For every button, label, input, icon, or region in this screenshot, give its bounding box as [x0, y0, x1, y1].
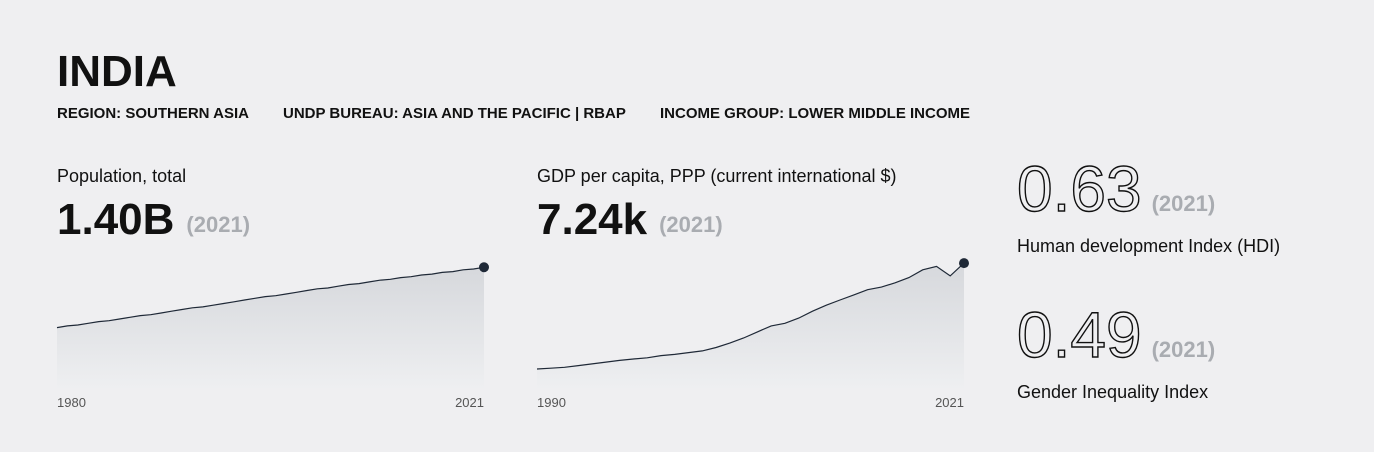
headline-year: (2021) [659, 212, 723, 237]
index-value: 0.49 [1017, 299, 1142, 371]
bureau: UNDP BUREAU: ASIA AND THE PACIFIC | RBAP [283, 105, 626, 122]
headline-year: (2021) [186, 212, 250, 237]
area-fill [57, 267, 484, 388]
index-label: Human development Index (HDI) [1017, 236, 1280, 256]
country-title: INDIA [57, 47, 177, 96]
headline-value: 1.40B [57, 195, 174, 244]
x-tick-label: 2021 [935, 395, 964, 410]
index-value: 0.63 [1017, 153, 1142, 225]
area-fill [537, 263, 964, 388]
chart-title: GDP per capita, PPP (current internation… [537, 166, 897, 186]
index-year: (2021) [1152, 191, 1216, 216]
x-tick-label: 1980 [57, 395, 86, 410]
line [536, 262, 965, 370]
income-group: INCOME GROUP: LOWER MIDDLE INCOME [660, 105, 970, 122]
end-point [959, 258, 969, 269]
x-tick-label: 2021 [455, 395, 484, 410]
index-year: (2021) [1152, 337, 1216, 362]
chart-title: Population, total [57, 166, 186, 186]
index-label: Gender Inequality Index [1017, 382, 1208, 402]
region: REGION: SOUTHERN ASIA [57, 105, 249, 122]
end-point [479, 262, 489, 273]
x-tick-label: 1990 [537, 395, 566, 410]
headline-value: 7.24k [537, 195, 648, 244]
line [56, 266, 485, 329]
